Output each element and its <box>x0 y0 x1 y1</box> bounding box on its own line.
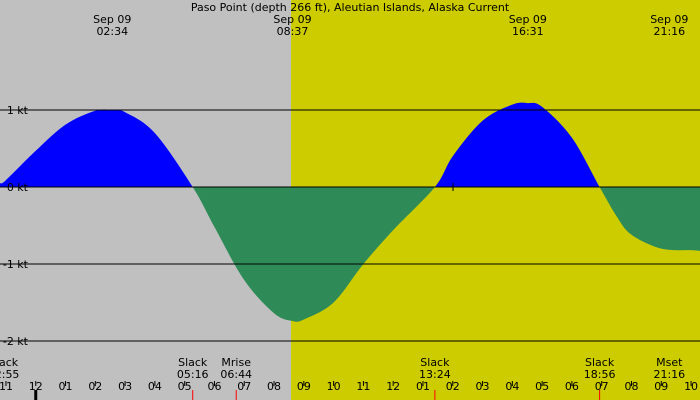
peak-time-label: 21:16 <box>653 25 685 38</box>
event-name-label: Mrise <box>221 356 251 369</box>
hour-axis: 11 12 01 02 03 04 05 06 07 08 09 10 11 12 01 02 03 04 05 06… <box>0 380 698 400</box>
hour-tick-label: 05 <box>178 380 192 393</box>
flood-area <box>0 102 700 187</box>
hour-tick-label: 07 <box>237 380 251 393</box>
event-name-label: Slack <box>585 356 615 369</box>
y-tick-label: 1 kt <box>7 104 29 117</box>
event-name-label: Slack <box>420 356 450 369</box>
peak-date-label: Sep 09 <box>273 13 311 26</box>
peak-time-label: 02:34 <box>96 25 128 38</box>
event-name-label: Mset <box>656 356 683 369</box>
event-name-label: Slack <box>0 356 19 369</box>
event-time-label: 06:44 <box>220 368 252 381</box>
slack-crosshair-icon <box>449 183 457 191</box>
hour-tick-label: 09 <box>297 380 311 393</box>
hour-tick-label: 02 <box>446 380 460 393</box>
hour-tick-label: 11 <box>356 380 370 393</box>
peak-time-label: 16:31 <box>512 25 544 38</box>
hour-tick-label: 06 <box>207 380 221 393</box>
hour-tick-label: 11 <box>0 380 13 393</box>
y-axis-labels: 1 kt 0 kt -1 kt -2 kt <box>3 104 29 348</box>
event-labels: Slack22:55Slack05:16Mrise06:44Slack13:24… <box>0 356 685 381</box>
hour-tick-label: 01 <box>59 380 73 393</box>
hour-tick-label: 07 <box>595 380 609 393</box>
hour-tick-label: 10 <box>684 380 698 393</box>
peak-date-label: Sep 09 <box>93 13 131 26</box>
hour-tick-label: 08 <box>624 380 638 393</box>
hour-tick-label: 03 <box>476 380 490 393</box>
event-name-label: Slack <box>178 356 208 369</box>
hour-tick-label: 10 <box>327 380 341 393</box>
hour-tick-label: 03 <box>118 380 132 393</box>
hour-tick-label: 12 <box>386 380 400 393</box>
peak-date-label: Sep 09 <box>509 13 547 26</box>
hour-tick-label: 05 <box>535 380 549 393</box>
peak-date-label: Sep 09 <box>650 13 688 26</box>
peak-time-label: 08:37 <box>277 25 309 38</box>
hour-tick-label: 02 <box>88 380 102 393</box>
speed-gridlines <box>0 109 700 342</box>
chart-title: Paso Point (depth 266 ft), Aleutian Isla… <box>191 1 510 14</box>
event-time-label: 22:55 <box>0 368 19 381</box>
event-time-label: 18:56 <box>584 368 616 381</box>
event-time-label: 05:16 <box>177 368 209 381</box>
hour-tick-label: 12 <box>29 380 43 393</box>
hour-tick-label: 04 <box>148 380 162 393</box>
y-tick-label: -1 kt <box>3 258 29 271</box>
hour-tick-label: 08 <box>267 380 281 393</box>
hour-tick-label: 06 <box>565 380 579 393</box>
event-time-label: 21:16 <box>653 368 685 381</box>
hour-tick-label: 04 <box>505 380 519 393</box>
hour-tick-label: 01 <box>416 380 430 393</box>
current-areas <box>0 102 700 322</box>
y-tick-label: -2 kt <box>3 335 29 348</box>
y-tick-label: 0 kt <box>7 181 29 194</box>
hour-tick-label: 09 <box>654 380 668 393</box>
event-time-label: 13:24 <box>419 368 451 381</box>
ebb-area <box>0 187 700 322</box>
